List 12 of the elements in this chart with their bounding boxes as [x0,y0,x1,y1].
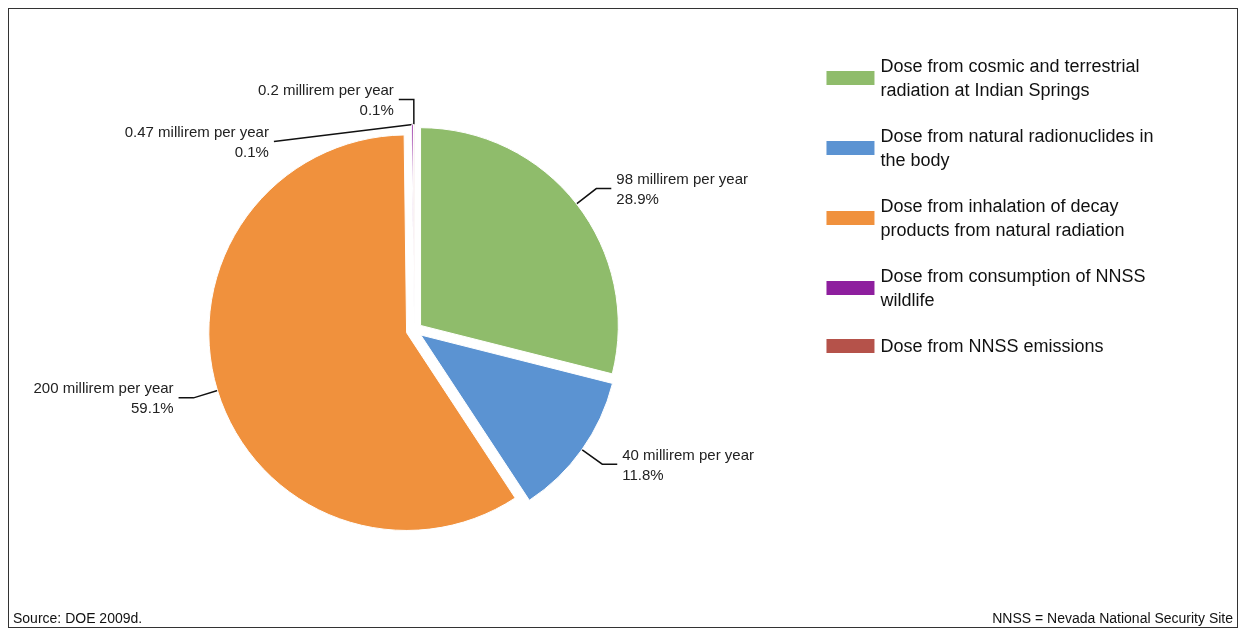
legend-label: Dose from NNSS emissions [880,336,1104,356]
data-label: 0.47 millirem per year 0.1% [124,123,269,161]
source-note: Source: DOE 2009d. [13,610,143,626]
legend-label: Dose from cosmic and terrestrial radiation at Indian Springs [880,56,1145,100]
text: NNSS = Nevada National Security Site [992,610,1234,626]
data-label: 0.2 millirem per year 0.1% [257,81,394,119]
data-label: 40 millirem per year 11.8% [622,445,754,483]
legend-label: Dose from consumption of NNSS wildlife [879,266,1151,310]
data-label: 200 millirem per year 59.1% [33,379,174,417]
legend-label: Dose from inhalation of decay products from natural radiation [880,196,1125,240]
legend-label: Dose from natural radionuclides in the body [880,126,1159,170]
data-label: 98 millirem per year 28.9% [616,170,749,208]
